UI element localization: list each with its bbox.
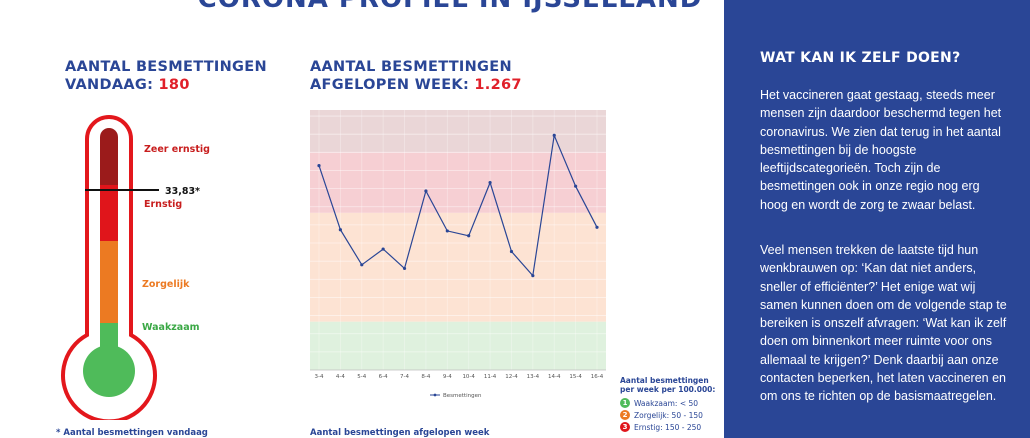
- zone-label-zeer-ernstig: Zeer ernstig: [144, 144, 210, 155]
- data-point: [552, 133, 556, 137]
- x-tick-label: 6-4: [379, 374, 388, 380]
- level-3-badge: 3: [620, 422, 630, 432]
- thermometer-bulb: [83, 345, 135, 397]
- x-tick-label: 3-4: [315, 374, 324, 380]
- footnote-today: * Aantal besmettingen vandaag: [56, 428, 208, 438]
- data-point: [402, 266, 407, 271]
- x-tick-label: 9-4: [443, 374, 452, 380]
- data-point: [574, 184, 578, 188]
- data-point: [488, 180, 492, 185]
- x-tick-label: 8-4: [421, 374, 430, 380]
- data-point: [317, 164, 321, 168]
- thermometer-graphic: [61, 115, 159, 424]
- chart-band: [310, 321, 606, 370]
- series-line: [318, 133, 598, 278]
- data-point: [595, 225, 599, 229]
- legend-swatch-dot: [433, 393, 437, 397]
- threshold-legend-item: 2 Zorgelijk: 50 - 150: [620, 409, 720, 421]
- threshold-legend-item: 3 Ernstig: 150 - 250: [620, 421, 720, 433]
- x-tick-label: 12-4: [505, 374, 518, 380]
- data-point: [338, 228, 342, 232]
- threshold-legend-text: Zorgelijk: 50 - 150: [634, 410, 703, 420]
- week-heading-label: AFGELOPEN WEEK:: [310, 77, 470, 93]
- level-marker-value: 33,83*: [165, 186, 201, 197]
- zone-label-waakzaam: Waakzaam: [142, 322, 200, 333]
- data-point: [509, 249, 514, 254]
- x-tick-label: 5-4: [357, 374, 366, 380]
- x-tick-label: 15-4: [569, 374, 582, 380]
- today-heading-label: VANDAAG:: [65, 77, 154, 93]
- data-point: [381, 247, 385, 251]
- chart-band: [310, 152, 606, 213]
- advice-title: WAT KAN IK ZELF DOEN?: [760, 50, 961, 66]
- level-2-badge: 2: [620, 410, 630, 420]
- x-tick-label: 16-4: [591, 374, 604, 380]
- threshold-legend-item: 1 Waakzaam: < 50: [620, 397, 720, 409]
- zone-label-ernstig: Ernstig: [144, 199, 183, 210]
- data-point: [424, 189, 428, 193]
- data-point: [467, 234, 471, 238]
- chart-band: [310, 212, 606, 322]
- data-point: [531, 274, 535, 278]
- x-tick-label: 11-4: [484, 374, 497, 380]
- week-heading: AANTAL BESMETTINGEN AFGELOPEN WEEK: 1.26…: [310, 58, 522, 94]
- data-point: [445, 229, 449, 233]
- today-heading: AANTAL BESMETTINGEN VANDAAG: 180: [65, 58, 267, 94]
- today-value: 180: [158, 77, 190, 93]
- zone-ernstig-fill: [100, 185, 118, 241]
- level-1-badge: 1: [620, 398, 630, 408]
- thermometer: Zeer ernstig 33,83* Ernstig Zorgelijk Wa…: [55, 115, 215, 424]
- week-value: 1.267: [474, 77, 522, 93]
- page-title: CORONA PROFIEL IN IJSSELLAND: [190, 0, 710, 14]
- threshold-legend: Aantal besmettingen per week per 100.000…: [620, 376, 720, 433]
- week-heading-line1: AANTAL BESMETTINGEN: [310, 59, 512, 75]
- zone-label-zorgelijk: Zorgelijk: [142, 279, 190, 290]
- footnote-week: Aantal besmettingen afgelopen week: [310, 428, 490, 438]
- threshold-legend-title: Aantal besmettingen per week per 100.000…: [620, 376, 716, 394]
- weekly-chart: 3-4 4-4 5-4 6-4 7-4 8-4 9-4 10-4 11-4 12-4 13-4 14-…: [300, 100, 616, 410]
- x-tick-label: 13-4: [527, 374, 540, 380]
- advice-panel: WAT KAN IK ZELF DOEN? Het vaccineren gaa…: [724, 0, 1030, 438]
- today-heading-line1: AANTAL BESMETTINGEN: [65, 59, 267, 75]
- legend-label: Besmettingen: [443, 393, 482, 399]
- advice-paragraph-1: Het vaccineren gaat gestaag, steeds meer…: [760, 88, 1002, 212]
- data-point: [360, 263, 364, 267]
- x-tick-label: 14-4: [548, 374, 561, 380]
- zone-zeer-ernstig-fill: [100, 128, 118, 185]
- threshold-legend-text: Waakzaam: < 50: [634, 398, 699, 408]
- x-tick-label: 7-4: [400, 374, 409, 380]
- x-tick-label: 4-4: [336, 374, 345, 380]
- x-tick-label: 10-4: [462, 374, 475, 380]
- zone-zorgelijk-fill: [100, 241, 118, 323]
- weekly-chart-svg: 3-4 4-4 5-4 6-4 7-4 8-4 9-4 10-4 11-4 12-4 13-4 14-…: [310, 110, 606, 399]
- advice-paragraph-2: Veel mensen trekken de laatste tijd hun …: [760, 243, 1007, 404]
- chart-band: [310, 110, 606, 153]
- threshold-legend-text: Ernstig: 150 - 250: [634, 422, 702, 432]
